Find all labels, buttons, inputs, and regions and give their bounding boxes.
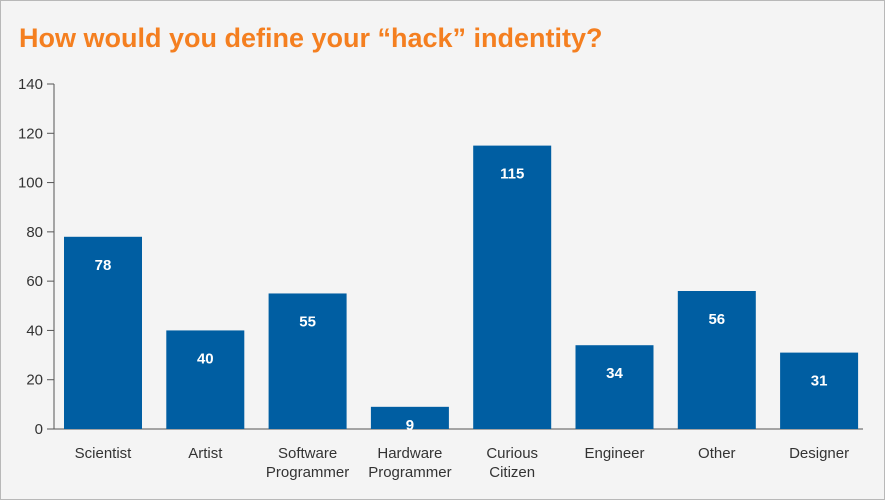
bar-value-label: 31 xyxy=(811,373,828,390)
bar xyxy=(166,330,245,429)
category-label: Hardware Programmer xyxy=(368,445,451,481)
y-tick-label: 60 xyxy=(26,273,43,290)
category-label: Scientist xyxy=(75,445,133,462)
category-label: Artist xyxy=(188,445,223,462)
bar-value-label: 9 xyxy=(406,417,414,434)
y-tick-label: 80 xyxy=(26,224,43,241)
y-tick-label: 40 xyxy=(26,322,43,339)
y-tick-label: 100 xyxy=(18,175,43,192)
bar xyxy=(268,293,347,429)
category-label: Software Programmer xyxy=(266,445,349,481)
chart-bars xyxy=(64,145,859,429)
bar xyxy=(370,406,449,429)
bar xyxy=(64,236,142,429)
bar-value-label: 115 xyxy=(500,166,524,183)
chart-title: How would you define your “hack” indenti… xyxy=(19,23,603,53)
category-label: Other xyxy=(698,445,736,462)
bar-value-label: 40 xyxy=(197,350,214,367)
bar-value-label: 56 xyxy=(708,311,725,328)
bar-value-label: 78 xyxy=(95,257,112,274)
category-label: Engineer xyxy=(584,445,644,462)
category-label: Curious Citizen xyxy=(486,445,538,481)
y-tick-label: 120 xyxy=(18,125,43,142)
bar-value-label: 34 xyxy=(606,365,623,382)
y-tick-label: 0 xyxy=(35,421,43,438)
y-tick-label: 140 xyxy=(18,76,43,93)
bar xyxy=(575,345,654,429)
category-label: Designer xyxy=(789,445,849,462)
y-tick-label: 20 xyxy=(26,372,43,389)
chart-labels: 78 Scientist 40 Artist 55 Software Programmer 9… xyxy=(75,166,849,481)
bar xyxy=(677,291,756,429)
bar-value-label: 55 xyxy=(299,313,316,330)
bar xyxy=(473,145,552,429)
bar xyxy=(780,352,859,429)
